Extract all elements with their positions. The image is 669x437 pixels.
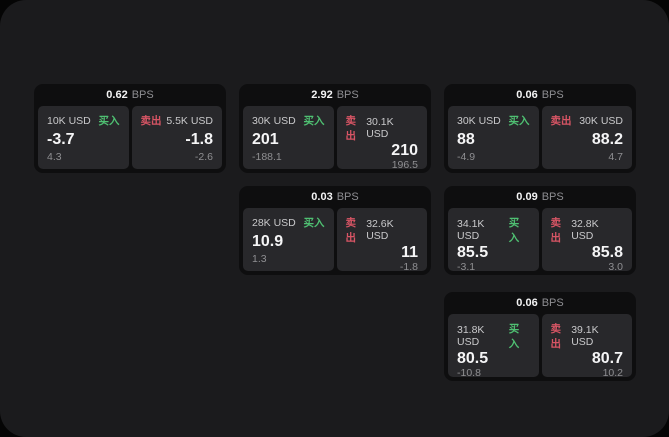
buy-quote-tile[interactable]: 30K USD 买入 201 -188.1 — [243, 106, 334, 169]
buy-side-label: 买入 — [98, 115, 120, 127]
buy-delta: -3.1 — [457, 261, 476, 273]
sell-price: 88.2 — [591, 130, 623, 148]
sell-price: 85.8 — [591, 244, 623, 261]
bps-value: 2.92 — [311, 89, 333, 101]
sell-size: 30.1K USD — [366, 116, 394, 140]
bps-unit-label: BPS — [541, 89, 564, 101]
buy-price: 85.5 — [457, 244, 489, 261]
buy-delta: -188.1 — [252, 151, 282, 163]
sell-quote-tile[interactable]: 卖出 30K USD 88.2 4.7 — [541, 106, 632, 169]
sell-side-label: 卖出 — [550, 217, 562, 244]
sell-size: 32.8K USD — [571, 218, 599, 242]
sell-side-label: 卖出 — [345, 217, 357, 244]
sell-size: 39.1K USD — [571, 324, 599, 348]
bps-unit-label: BPS — [336, 191, 359, 203]
buy-quote-tile[interactable]: 31.8K USD 买入 80.5 -10.8 — [448, 314, 539, 379]
sell-side-label: 卖出 — [140, 115, 162, 127]
bps-unit-label: BPS — [541, 191, 564, 203]
buy-quote-tile[interactable]: 34.1K USD 买入 85.5 -3.1 — [448, 208, 539, 273]
sell-quote-tile[interactable]: 卖出 30.1K USD 210 196.5 — [336, 106, 427, 171]
buy-size: 30K USD — [457, 114, 501, 127]
bps-value: 0.09 — [516, 191, 538, 203]
bps-value: 0.62 — [106, 89, 128, 101]
sell-delta: 10.2 — [602, 367, 623, 379]
sell-price: -1.8 — [185, 130, 213, 148]
buy-size: 10K USD — [47, 114, 91, 127]
quote-card: 0.06 BPS 30K USD 买入 88 -4.9 卖出 30K USD 8… — [444, 84, 636, 173]
quote-card: 0.62 BPS 10K USD 买入 -3.7 4.3 卖出 5.5K USD… — [34, 84, 226, 173]
sell-size: 5.5K USD — [166, 114, 213, 127]
sell-quote-tile[interactable]: 卖出 32.6K USD 11 -1.8 — [336, 208, 427, 273]
buy-delta: 4.3 — [47, 151, 62, 163]
buy-side-label: 买入 — [303, 115, 325, 127]
quote-card: 0.09 BPS 34.1K USD 买入 85.5 -3.1 卖出 32.8K… — [444, 186, 636, 275]
buy-side-label: 买入 — [508, 217, 520, 244]
buy-price: 80.5 — [457, 350, 489, 367]
sell-side-label: 卖出 — [550, 323, 562, 350]
buy-size: 28K USD — [252, 216, 296, 229]
card-header: 0.09 BPS — [448, 186, 632, 208]
bps-value: 0.06 — [516, 89, 538, 101]
sell-side-label: 卖出 — [345, 115, 357, 142]
card-header: 0.62 BPS — [38, 84, 222, 106]
buy-delta: -10.8 — [457, 367, 481, 379]
sell-price: 210 — [391, 142, 418, 159]
buy-side-label: 买入 — [303, 217, 325, 229]
quote-card: 0.03 BPS 28K USD 买入 10.9 1.3 卖出 32.6K US… — [239, 186, 431, 275]
sell-quote-tile[interactable]: 卖出 32.8K USD 85.8 3.0 — [541, 208, 632, 273]
bps-unit-label: BPS — [131, 89, 154, 101]
buy-size: 30K USD — [252, 114, 296, 127]
card-header: 0.03 BPS — [243, 186, 427, 208]
sell-delta: 4.7 — [608, 151, 623, 163]
buy-side-label: 买入 — [508, 115, 530, 127]
bps-unit-label: BPS — [336, 89, 359, 101]
sell-size: 30K USD — [579, 114, 623, 127]
sell-delta: -1.8 — [399, 261, 418, 273]
sell-quote-tile[interactable]: 卖出 39.1K USD 80.7 10.2 — [541, 314, 632, 379]
card-header: 0.06 BPS — [448, 292, 632, 314]
buy-size: 31.8K USD — [457, 324, 485, 348]
bps-value: 0.03 — [311, 191, 333, 203]
buy-price: -3.7 — [47, 130, 75, 148]
bps-unit-label: BPS — [541, 297, 564, 309]
card-header: 0.06 BPS — [448, 84, 632, 106]
buy-delta: 1.3 — [252, 253, 267, 265]
sell-delta: 196.5 — [391, 159, 418, 171]
buy-price: 88 — [457, 130, 475, 148]
buy-size: 34.1K USD — [457, 218, 485, 242]
bps-value: 0.06 — [516, 297, 538, 309]
card-header: 2.92 BPS — [243, 84, 427, 106]
sell-price: 80.7 — [591, 350, 623, 367]
buy-price: 201 — [252, 130, 279, 148]
buy-side-label: 买入 — [508, 323, 520, 350]
sell-delta: -2.6 — [194, 151, 213, 163]
buy-quote-tile[interactable]: 30K USD 买入 88 -4.9 — [448, 106, 539, 169]
sell-price: 11 — [401, 244, 418, 261]
sell-quote-tile[interactable]: 卖出 5.5K USD -1.8 -2.6 — [131, 106, 222, 169]
buy-quote-tile[interactable]: 28K USD 买入 10.9 1.3 — [243, 208, 334, 271]
buy-delta: -4.9 — [457, 151, 476, 163]
buy-quote-tile[interactable]: 10K USD 买入 -3.7 4.3 — [38, 106, 129, 169]
quote-card: 0.06 BPS 31.8K USD 买入 80.5 -10.8 卖出 39.1… — [444, 292, 636, 381]
sell-side-label: 卖出 — [550, 115, 572, 127]
sell-delta: 3.0 — [608, 261, 623, 273]
quote-card: 2.92 BPS 30K USD 买入 201 -188.1 卖出 30.1K … — [239, 84, 431, 173]
buy-price: 10.9 — [252, 232, 284, 250]
sell-size: 32.6K USD — [366, 218, 394, 242]
